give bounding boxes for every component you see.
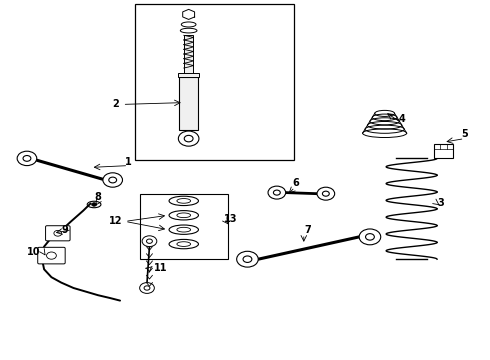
- Circle shape: [147, 239, 152, 243]
- Text: 6: 6: [293, 178, 299, 188]
- Bar: [140, 194, 228, 259]
- Text: 2: 2: [112, 99, 119, 109]
- Circle shape: [142, 236, 157, 247]
- Circle shape: [17, 151, 37, 166]
- Circle shape: [47, 252, 56, 259]
- Text: 8: 8: [95, 192, 101, 202]
- Polygon shape: [183, 9, 195, 19]
- Text: 9: 9: [61, 225, 68, 235]
- Circle shape: [359, 229, 381, 245]
- Bar: [179, 77, 198, 130]
- Text: 4: 4: [398, 114, 405, 124]
- Circle shape: [103, 173, 122, 187]
- Circle shape: [178, 131, 199, 146]
- Circle shape: [184, 135, 193, 142]
- Circle shape: [54, 230, 62, 236]
- Circle shape: [268, 186, 286, 199]
- Bar: [178, 73, 199, 77]
- Text: 3: 3: [438, 198, 444, 208]
- Circle shape: [144, 286, 150, 290]
- Circle shape: [23, 156, 31, 161]
- Bar: [434, 144, 453, 158]
- Circle shape: [92, 203, 97, 206]
- Circle shape: [273, 190, 280, 195]
- Text: 1: 1: [125, 157, 132, 167]
- Circle shape: [140, 283, 154, 293]
- Text: 10: 10: [26, 247, 40, 257]
- Circle shape: [109, 177, 117, 183]
- Circle shape: [243, 256, 252, 262]
- Text: 12: 12: [109, 216, 123, 226]
- Text: 5: 5: [461, 129, 468, 139]
- FancyBboxPatch shape: [38, 247, 65, 264]
- Circle shape: [237, 251, 258, 267]
- Bar: [135, 4, 294, 160]
- Circle shape: [317, 187, 335, 200]
- FancyBboxPatch shape: [46, 226, 70, 241]
- Circle shape: [322, 191, 329, 196]
- Text: 11: 11: [154, 263, 168, 273]
- Text: 13: 13: [223, 214, 237, 224]
- Text: 7: 7: [304, 225, 311, 235]
- Bar: [184, 35, 193, 77]
- Circle shape: [366, 234, 374, 240]
